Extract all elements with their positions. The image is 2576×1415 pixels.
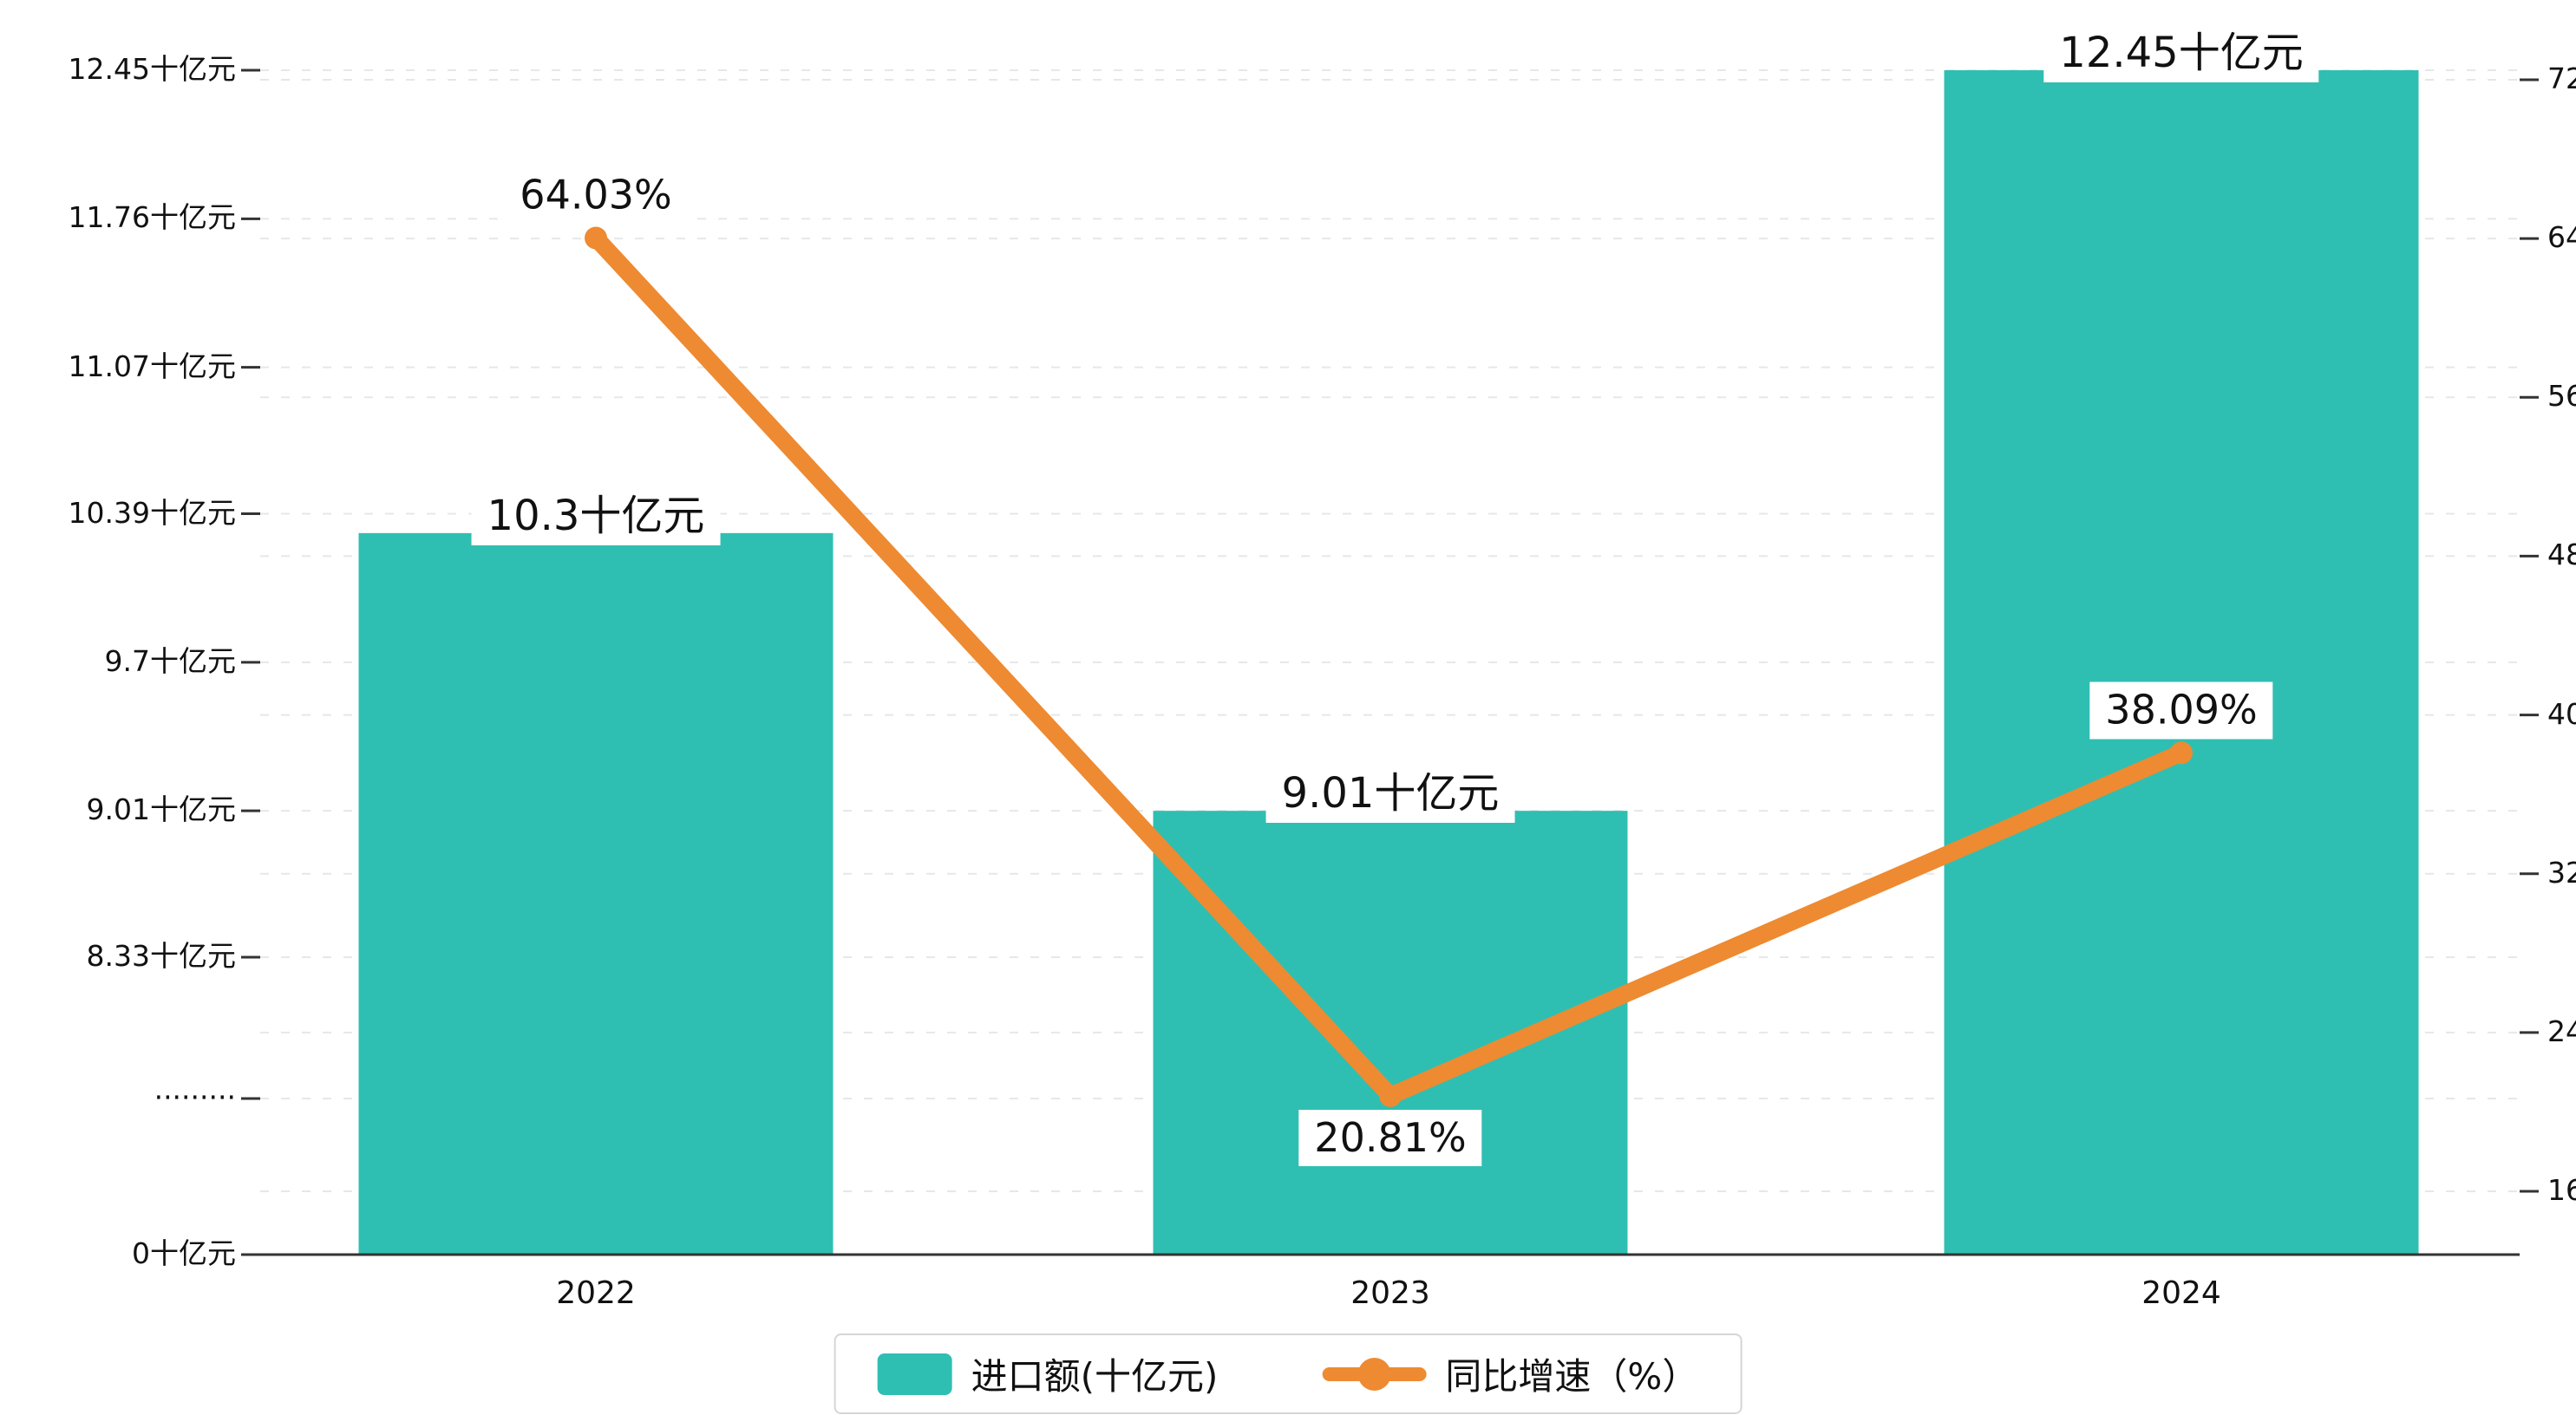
legend-item-imports[interactable]: 进口额(十亿元) <box>877 1347 1219 1400</box>
bar-2022 <box>358 532 834 1255</box>
legend-item-growth[interactable]: 同比增速（%） <box>1322 1347 1698 1400</box>
bar-2024 <box>1944 70 2419 1255</box>
growth-point-2024 <box>2170 741 2193 765</box>
legend-label-growth: 同比增速（%） <box>1445 1355 1699 1398</box>
bar-series-swatch-icon <box>877 1353 952 1395</box>
growth-point-2022 <box>585 226 607 250</box>
legend-label-imports: 进口额(十亿元) <box>971 1355 1219 1398</box>
legend: 进口额(十亿元) 同比增速（%） <box>834 1333 1742 1414</box>
line-series-dot-icon <box>1357 1357 1391 1391</box>
line-series-swatch-icon <box>1322 1357 1427 1391</box>
growth-point-2023 <box>1379 1084 1402 1107</box>
